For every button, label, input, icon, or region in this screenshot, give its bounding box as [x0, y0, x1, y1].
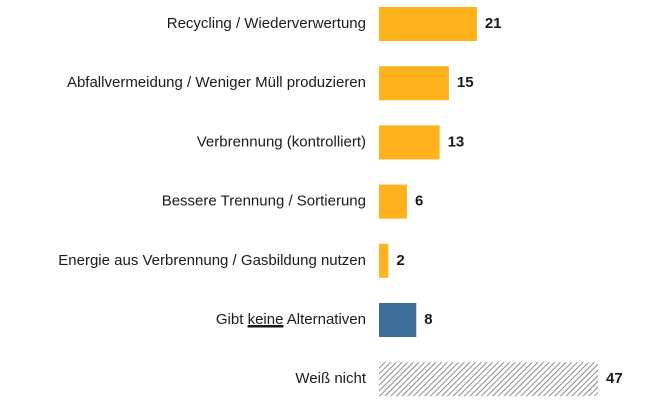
bar [379, 303, 417, 337]
category-label: Weiß nicht [295, 370, 366, 387]
category-label: Abfallvermeidung / Weniger Müll produzie… [67, 74, 366, 91]
bar [379, 66, 449, 101]
value-label: 47 [606, 370, 623, 387]
category-label: Energie aus Verbrennung / Gasbildung nut… [58, 252, 366, 269]
value-label: 21 [485, 15, 502, 32]
bars-layer: Recycling / Wiederverwertung 21 Abfallverm… [58, 7, 623, 397]
value-label: 13 [448, 133, 465, 150]
value-label: 2 [396, 252, 404, 269]
bar [379, 243, 389, 278]
bar [379, 184, 407, 219]
value-label: 6 [415, 193, 423, 210]
category-label: Bessere Trennung / Sortierung [162, 193, 366, 210]
underlined-word: keine [248, 311, 284, 328]
value-label: 8 [424, 311, 432, 328]
category-label: Gibt keine Alternativen [216, 311, 366, 328]
value-label: 15 [457, 74, 474, 91]
bar [379, 7, 477, 41]
category-label: Verbrennung (kontrolliert) [197, 133, 366, 150]
category-label: Recycling / Wiederverwertung [167, 15, 366, 32]
bar [379, 125, 440, 160]
bar [379, 362, 598, 397]
